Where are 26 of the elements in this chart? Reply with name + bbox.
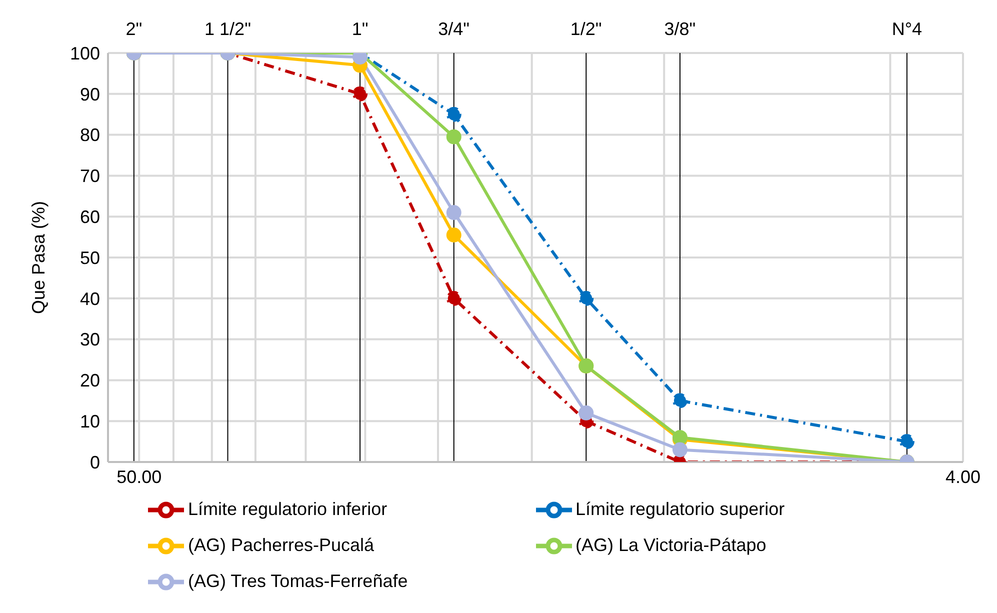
- x-tick-label: 50.00: [116, 466, 162, 487]
- text: 1": [352, 19, 368, 39]
- y-tick-label: 50: [80, 248, 100, 268]
- y-tick-label: 30: [80, 330, 100, 350]
- legend-label: (AG) La Victoria-Pátapo: [576, 534, 766, 555]
- x-tick-label: 4.00: [945, 466, 981, 487]
- text: 2": [126, 19, 142, 39]
- text: 1/2": [570, 19, 602, 39]
- legend-label: (AG) Tres Tomas-Ferreñafe: [188, 570, 408, 591]
- y-tick-label: 90: [80, 84, 100, 104]
- y-tick-label: 0: [90, 452, 100, 472]
- y-tick-label: 10: [80, 411, 100, 432]
- y-tick-label: 70: [80, 166, 100, 186]
- y-tick-label: 40: [80, 288, 100, 309]
- legend-label: Límite regulatorio superior: [576, 498, 785, 519]
- y-tick-label: 60: [80, 206, 100, 227]
- legend-label: (AG) Pacherres-Pucalá: [188, 534, 374, 555]
- y-tick-label: 20: [80, 370, 100, 391]
- text: 3/8": [664, 19, 696, 39]
- text: N°4: [892, 19, 922, 39]
- y-tick-label: 80: [80, 125, 100, 146]
- y-tick-label: 100: [70, 43, 100, 64]
- text: 3/4": [438, 19, 470, 39]
- y-axis-title: Que Pasa (%): [28, 200, 48, 314]
- legend-label: Límite regulatorio inferior: [188, 498, 388, 519]
- text: 1 1/2": [204, 19, 251, 39]
